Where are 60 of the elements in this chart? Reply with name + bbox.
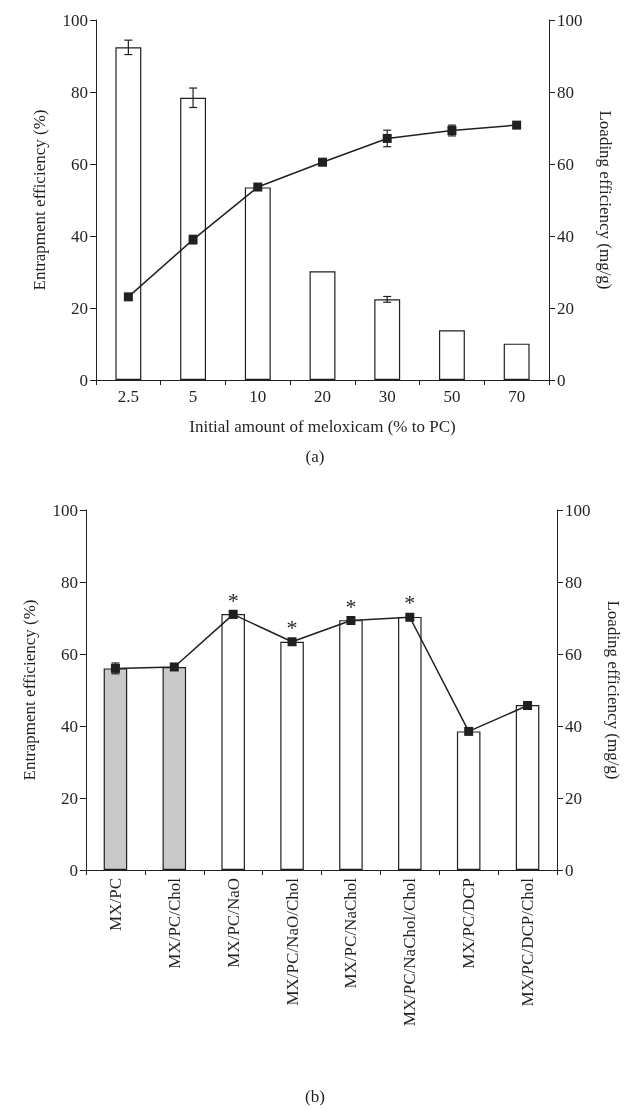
y2-tick-label: 0 [565, 860, 574, 880]
y-tick-label: 40 [61, 716, 78, 736]
y2-tick-label: 20 [557, 298, 574, 318]
y-tick-label: 60 [71, 154, 88, 174]
y-tick-label: 40 [71, 226, 88, 246]
x-tick-label: MX/PC [105, 878, 125, 931]
point [123, 292, 133, 302]
y-tick-label: 0 [79, 370, 88, 390]
point [253, 182, 263, 192]
x-tick-label: MX/PC/NaChol [341, 877, 361, 989]
x-tick-label: MX/PC/DCP [459, 878, 479, 969]
annotation: * [286, 615, 298, 641]
y-tick-label: 20 [71, 298, 88, 318]
y2-tick-label: 60 [565, 644, 582, 664]
x-axis-title: Initial amount of meloxicam (% to PC) [189, 417, 456, 436]
point [169, 662, 179, 672]
y-tick-label: 100 [52, 500, 78, 520]
annotation: * [227, 587, 239, 613]
y-tick-label: 60 [61, 644, 78, 664]
x-tick-label: 10 [249, 387, 267, 406]
y2-tick-label: 100 [557, 10, 583, 30]
x-tick-label: 70 [508, 387, 526, 406]
y-tick-label: 0 [69, 860, 78, 880]
y2-tick-label: 100 [565, 500, 591, 520]
y2-axis-title: Loading efficiency (mg/g) [604, 600, 623, 780]
x-tick-label: MX/PC/Chol [164, 877, 184, 969]
text: (a) [305, 447, 325, 466]
y-tick-label: 80 [61, 572, 78, 592]
x-tick-label: 5 [188, 387, 198, 406]
y2-tick-label: 20 [565, 788, 582, 808]
y2-axis-title: Loading efficiency (mg/g) [596, 110, 615, 290]
x-tick-label: 2.5 [117, 387, 139, 406]
x-tick-label: MX/PC/NaChol/Chol [400, 877, 420, 1027]
y2-tick-label: 40 [557, 226, 574, 246]
x-tick-label: 20 [314, 387, 331, 406]
y-axis-title: Entrapment efficiency (%) [20, 599, 39, 781]
text: (b) [305, 1087, 325, 1106]
point [405, 612, 415, 622]
point [464, 726, 474, 736]
x-tick-label: MX/PC/DCP/Chol [518, 877, 538, 1007]
y2-tick-label: 40 [565, 716, 582, 736]
y2-tick-label: 60 [557, 154, 574, 174]
x-tick-label: 30 [378, 387, 396, 406]
annotation: * [404, 590, 416, 616]
y-tick-label: 100 [62, 10, 88, 30]
point [523, 700, 533, 710]
annotation: * [345, 593, 357, 619]
point [512, 120, 522, 130]
x-tick-label: MX/PC/NaO/Chol [282, 877, 302, 1006]
point [346, 616, 356, 626]
y2-tick-label: 80 [565, 572, 582, 592]
point [318, 157, 327, 167]
y2-tick-label: 80 [557, 82, 574, 102]
y2-tick-label: 0 [557, 370, 566, 390]
x-tick-label: 50 [443, 387, 461, 406]
y-tick-label: 20 [61, 788, 78, 808]
y-tick-label: 80 [71, 82, 88, 102]
point [287, 637, 297, 647]
x-tick-label: MX/PC/NaO [223, 878, 243, 968]
y-axis-title: Entrapment efficiency (%) [30, 109, 49, 291]
